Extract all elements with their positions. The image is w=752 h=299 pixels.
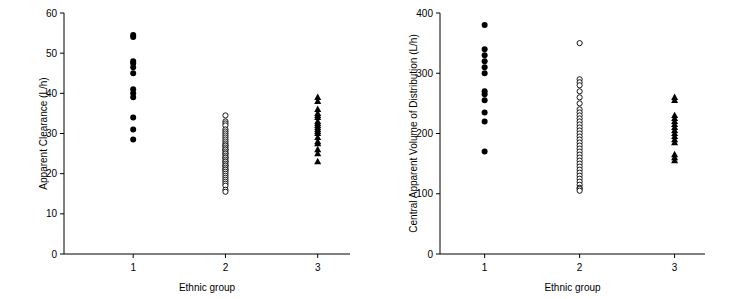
point (314, 98, 321, 104)
point (314, 140, 321, 146)
x-axis-label: Ethnic group (544, 282, 601, 293)
y-tick-label: 50 (46, 48, 58, 59)
point (482, 118, 488, 124)
x-tick (484, 254, 485, 258)
point (577, 83, 582, 88)
y-tick (60, 254, 64, 255)
y-tick (436, 133, 440, 134)
y-axis-label: Central Apparent Volume of Distribution … (408, 34, 419, 232)
x-tick (674, 254, 675, 258)
y-axis-label: Apparent Clearance (L/h) (38, 77, 49, 189)
y-tick (436, 73, 440, 74)
x-tick-label: 1 (482, 262, 488, 273)
x-tick-label: 1 (130, 262, 136, 273)
y-tick (436, 13, 440, 14)
point (577, 188, 582, 193)
point (482, 46, 488, 52)
y-tick (60, 213, 64, 214)
y-tick (436, 193, 440, 194)
point (577, 89, 582, 94)
figure: 0102030405060123Ethnic groupApparent Cle… (0, 0, 752, 299)
point (130, 34, 136, 40)
x-tick (133, 254, 134, 258)
y-tick-label: 0 (51, 249, 57, 260)
y-tick (60, 133, 64, 134)
x-tick-label: 2 (223, 262, 229, 273)
point (314, 158, 321, 164)
point (482, 149, 488, 155)
point (482, 109, 488, 115)
point (482, 97, 488, 103)
point (577, 95, 582, 100)
point (314, 150, 321, 156)
y-tick (60, 173, 64, 174)
point (671, 139, 678, 145)
point (130, 70, 136, 76)
y-tick-label: 400 (416, 8, 433, 19)
point (130, 114, 136, 120)
point (223, 113, 228, 118)
x-tick-label: 2 (577, 262, 583, 273)
points (482, 22, 678, 193)
x-tick (225, 254, 226, 258)
points (130, 32, 321, 194)
y-tick (60, 13, 64, 14)
x-tick-label: 3 (672, 262, 678, 273)
chart: 0100200300400123Ethnic groupCentral Appa… (408, 8, 705, 294)
x-tick-label: 3 (315, 262, 321, 273)
y-tick-label: 0 (427, 249, 433, 260)
y-tick (60, 53, 64, 54)
point (482, 70, 488, 76)
point (482, 91, 488, 97)
point (577, 101, 582, 106)
point (482, 64, 488, 70)
point (482, 58, 488, 64)
point (671, 97, 678, 103)
y-tick (436, 254, 440, 255)
x-axis (440, 254, 705, 255)
x-tick (579, 254, 580, 258)
x-tick (317, 254, 318, 258)
point (130, 94, 136, 100)
point (130, 137, 136, 143)
y-tick-label: 60 (46, 8, 58, 19)
x-axis-label: Ethnic group (179, 282, 236, 293)
point (577, 41, 582, 46)
y-tick (60, 93, 64, 94)
point (130, 64, 136, 70)
point (223, 189, 228, 194)
chart: 0102030405060123Ethnic groupApparent Cle… (38, 8, 350, 294)
point (482, 22, 488, 28)
point (130, 126, 136, 132)
point (671, 157, 678, 163)
x-axis (64, 254, 350, 255)
y-tick-label: 10 (46, 208, 58, 219)
point (482, 52, 488, 58)
